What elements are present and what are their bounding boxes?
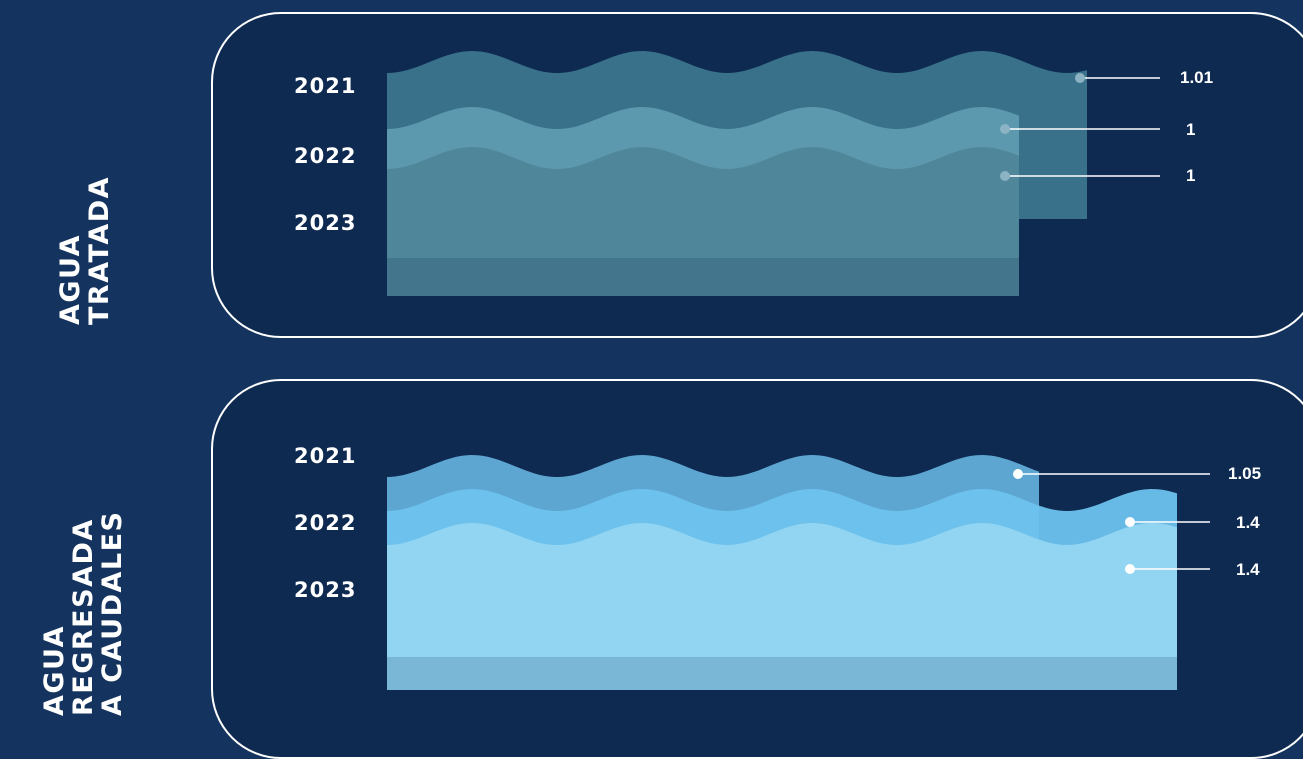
data-label: 1.4	[1236, 513, 1260, 532]
leader-dot	[1000, 124, 1010, 134]
water-base-band	[387, 657, 1177, 690]
wave-layer-2023	[387, 147, 1019, 296]
wave-layer-2023	[387, 523, 1177, 690]
data-label: 1.01	[1180, 68, 1214, 87]
leader-dot	[1125, 517, 1135, 527]
leader-dot	[1075, 73, 1085, 83]
year-label: 2022	[294, 144, 357, 168]
year-label: 2021	[294, 74, 357, 98]
water-base-band	[387, 258, 1019, 296]
data-label: 1	[1186, 166, 1196, 185]
chart-title-agua-regresada: AGUA REGRESADA A CAUDALES	[39, 510, 128, 716]
data-label: 1.05	[1228, 464, 1262, 483]
title-line: AGUA	[39, 624, 70, 716]
data-label: 1	[1186, 120, 1196, 139]
leader-dot	[1013, 469, 1023, 479]
leader-dot	[1125, 564, 1135, 574]
chart-title-agua-tratada: AGUA TRATADA	[55, 175, 115, 325]
title-line: TRATADA	[84, 175, 115, 325]
year-label: 2023	[294, 211, 357, 235]
title-line: A CAUDALES	[97, 510, 128, 716]
data-label: 1.4	[1236, 560, 1260, 579]
year-label: 2021	[294, 444, 357, 468]
title-line: REGRESADA	[68, 518, 99, 716]
year-label: 2023	[294, 578, 357, 602]
year-label: 2022	[294, 511, 357, 535]
leader-dot	[1000, 171, 1010, 181]
title-line: AGUA	[55, 233, 86, 325]
